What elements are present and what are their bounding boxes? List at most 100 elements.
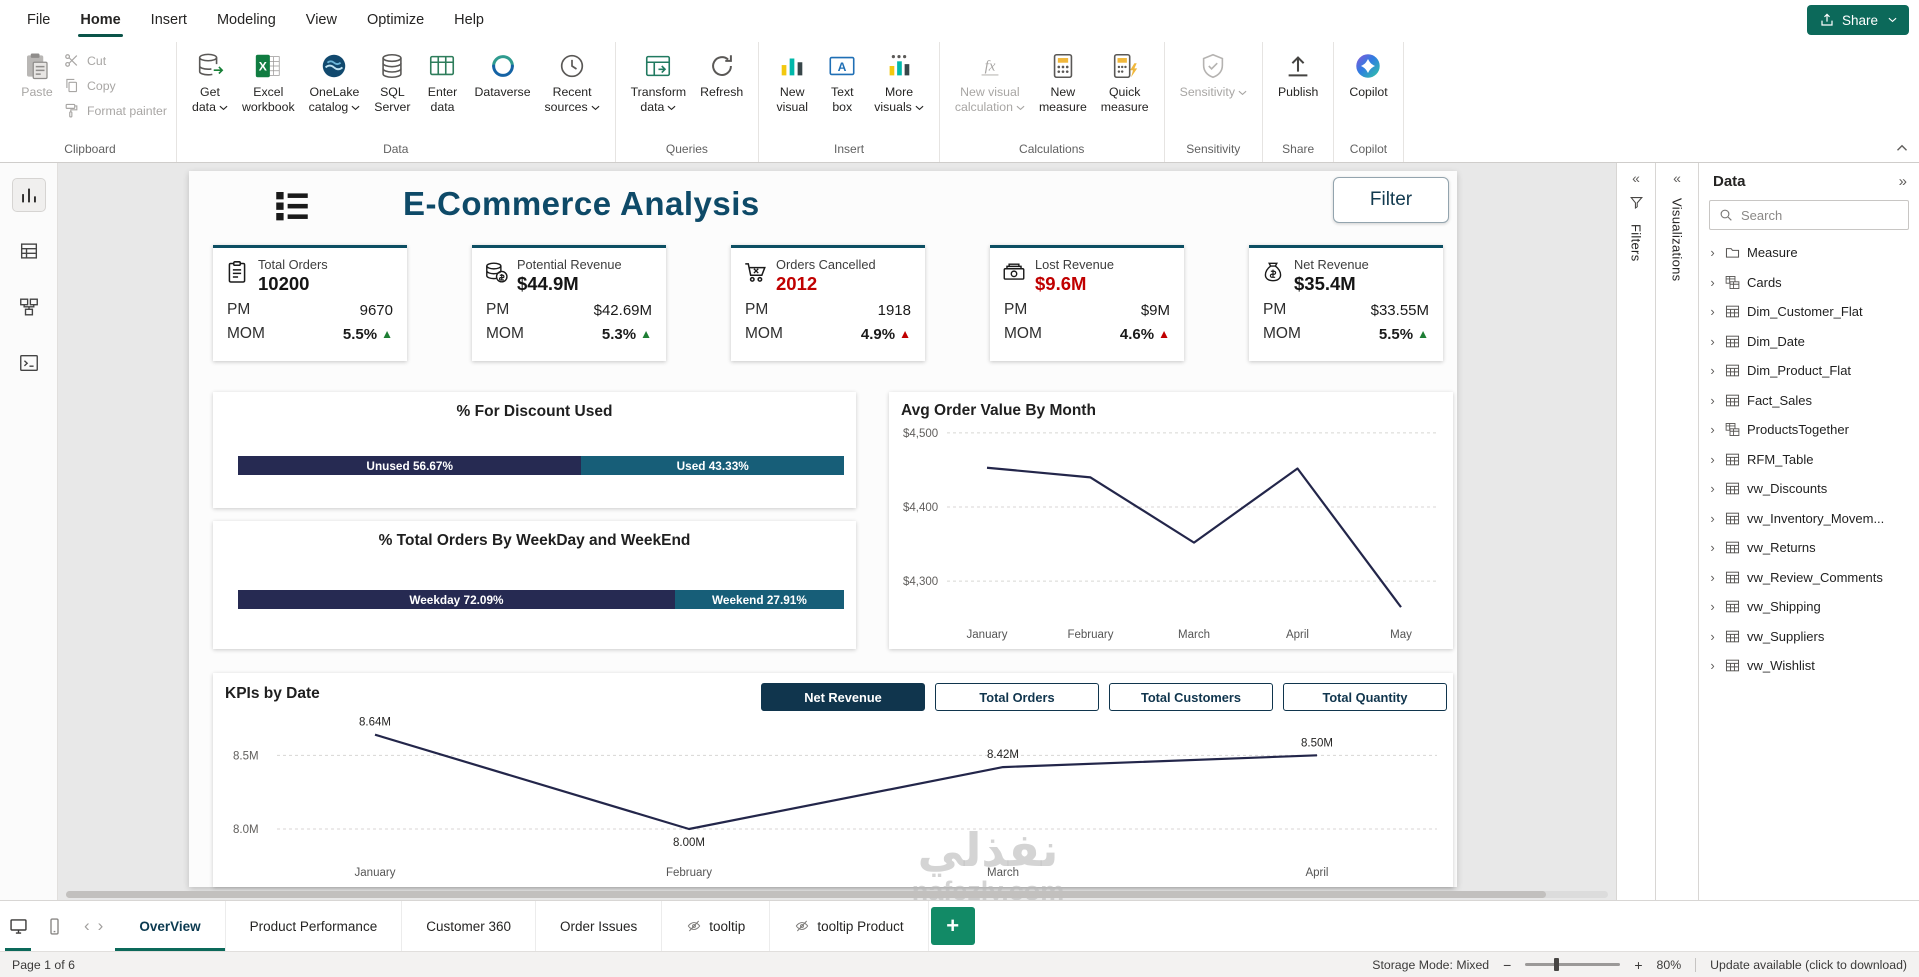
sql-server-button[interactable]: SQL Server: [368, 44, 416, 118]
kpi-filter-total-orders[interactable]: Total Orders: [935, 683, 1099, 711]
horizontal-scrollbar[interactable]: [66, 891, 1608, 898]
zoom-in-button[interactable]: +: [1634, 956, 1643, 973]
desktop-layout-button[interactable]: [0, 901, 36, 951]
kpi-filter-net-revenue[interactable]: Net Revenue: [761, 683, 925, 711]
search-input[interactable]: [1741, 207, 1900, 223]
kpi-card-potential-revenue[interactable]: Potential Revenue $44.9M PM $42.69M MOM 5.3% ▲: [472, 245, 666, 361]
kpi-card-title: Potential Revenue: [517, 257, 622, 272]
avg-order-value-panel[interactable]: Avg Order Value By Month $4,500 $4,400 $4,…: [889, 392, 1453, 649]
field-vw-inventory-movem[interactable]: › vw_Inventory_Movem...: [1699, 504, 1919, 534]
weekday-panel[interactable]: % Total Orders By WeekDay and WeekEnd We…: [213, 521, 856, 649]
dax-query-view-button[interactable]: [13, 347, 45, 379]
mobile-layout-button[interactable]: [36, 901, 72, 951]
get-data-button[interactable]: Get data: [186, 44, 234, 118]
share-label: Share: [1841, 12, 1878, 28]
recent-sources-button[interactable]: Recent sources: [539, 44, 606, 118]
bar-segment-weekend[interactable]: Weekend 27.91%: [674, 590, 844, 609]
cut-button[interactable]: Cut: [63, 52, 167, 69]
menu-item-modeling[interactable]: Modeling: [216, 12, 276, 28]
report-view-button[interactable]: [11, 178, 46, 212]
expand-filters-button[interactable]: «: [1632, 170, 1640, 186]
format-painter-button[interactable]: Format painter: [63, 102, 167, 119]
discount-panel[interactable]: % For Discount Used Unused 56.67% Used 43…: [213, 392, 856, 508]
filter-button[interactable]: Filter: [1333, 177, 1449, 223]
expand-visualizations-button[interactable]: «: [1673, 170, 1681, 186]
transform-data-button[interactable]: Transform data: [625, 44, 693, 118]
copilot-button[interactable]: Copilot: [1343, 44, 1393, 103]
menu-item-optimize[interactable]: Optimize: [366, 12, 425, 28]
collapse-data-panel-button[interactable]: »: [1898, 173, 1907, 190]
zoom-slider-handle[interactable]: [1553, 958, 1559, 971]
bar-segment-used[interactable]: Used 43.33%: [581, 456, 844, 475]
field-vw-suppliers[interactable]: › vw_Suppliers: [1699, 622, 1919, 652]
field-vw-shipping[interactable]: › vw_Shipping: [1699, 592, 1919, 622]
field-dim-customer-flat[interactable]: › Dim_Customer_Flat: [1699, 297, 1919, 327]
field-name: Dim_Product_Flat: [1747, 363, 1852, 379]
zoom-slider[interactable]: [1525, 958, 1621, 971]
share-button[interactable]: Share: [1806, 5, 1909, 35]
field-fact-sales[interactable]: › Fact_Sales: [1699, 386, 1919, 416]
new-visual-calculation-button[interactable]: fx New visual calculation: [949, 44, 1031, 118]
tab-tooltip[interactable]: tooltip: [662, 901, 771, 951]
field-dim-product-flat[interactable]: › Dim_Product_Flat: [1699, 356, 1919, 386]
quick-measure-button[interactable]: Quick measure: [1095, 44, 1155, 118]
collapse-ribbon-button[interactable]: [1893, 139, 1911, 157]
bar-segment-weekday[interactable]: Weekday 72.09%: [238, 590, 675, 609]
filters-panel-collapsed: « Filters: [1616, 163, 1655, 900]
previous-page-button[interactable]: ‹: [84, 916, 90, 935]
scrollbar-thumb[interactable]: [66, 891, 1547, 898]
tab-product-performance[interactable]: Product Performance: [226, 901, 403, 951]
excel-workbook-button[interactable]: X Excel workbook: [236, 44, 301, 118]
field-productstogether[interactable]: › ProductsTogether: [1699, 415, 1919, 445]
menu-item-insert[interactable]: Insert: [150, 12, 187, 28]
tab-tooltip-product[interactable]: tooltip Product: [770, 901, 929, 951]
field-measure[interactable]: › Measure: [1699, 238, 1919, 268]
tab-overview[interactable]: OverView: [115, 901, 226, 951]
table-view-button[interactable]: [13, 235, 45, 267]
field-vw-review-comments[interactable]: › vw_Review_Comments: [1699, 563, 1919, 593]
update-available-link[interactable]: Update available (click to download): [1710, 957, 1907, 972]
refresh-button[interactable]: Refresh: [694, 44, 749, 103]
field-vw-wishlist[interactable]: › vw_Wishlist: [1699, 651, 1919, 681]
field-vw-discounts[interactable]: › vw_Discounts: [1699, 474, 1919, 504]
kpis-by-date-panel[interactable]: KPIs by Date Net Revenue Total Orders Tota…: [213, 673, 1453, 887]
next-page-button[interactable]: ›: [97, 916, 104, 935]
menu-item-help[interactable]: Help: [454, 12, 484, 28]
paste-button[interactable]: Paste: [13, 44, 61, 103]
enter-data-button[interactable]: Enter data: [418, 44, 466, 118]
model-view-button[interactable]: [13, 291, 45, 323]
kpi-card-net-revenue[interactable]: Net Revenue $35.4M PM $33.55M MOM 5.5% ▲: [1249, 245, 1443, 361]
menu-item-file[interactable]: File: [27, 12, 51, 28]
sensitivity-button[interactable]: Sensitivity: [1174, 44, 1253, 103]
field-dim-date[interactable]: › Dim_Date: [1699, 327, 1919, 357]
tab-order-issues[interactable]: Order Issues: [536, 901, 663, 951]
kpi-card-lost-revenue[interactable]: Lost Revenue $9.6M PM $9M MOM 4.6% ▲: [990, 245, 1184, 361]
new-visual-button[interactable]: New visual: [768, 44, 816, 118]
kpi-card-total-orders[interactable]: Total Orders 10200 PM 9670 MOM 5.5% ▲: [213, 245, 407, 361]
publish-button[interactable]: Publish: [1272, 44, 1324, 103]
menu-item-view[interactable]: View: [305, 12, 337, 28]
more-visuals-button[interactable]: More visuals: [868, 44, 930, 118]
menu-item-home[interactable]: Home: [65, 0, 135, 40]
ribbon-group-sensitivity: Sensitivity Sensitivity: [1165, 42, 1263, 162]
kpi-pm-row: PM $9M: [1001, 301, 1173, 319]
tab-customer-360[interactable]: Customer 360: [402, 901, 536, 951]
publish-icon: [1283, 51, 1313, 81]
add-page-button[interactable]: +: [930, 907, 975, 945]
divider: [1695, 957, 1697, 972]
chevron-right-icon: ›: [1710, 658, 1715, 674]
kpi-filter-total-customers[interactable]: Total Customers: [1109, 683, 1273, 711]
kpi-card-orders-cancelled[interactable]: Orders Cancelled 2012 PM 1918 MOM 4.9% ▲: [731, 245, 925, 361]
onelake-catalog-button[interactable]: OneLake catalog: [303, 44, 367, 118]
field-vw-returns[interactable]: › vw_Returns: [1699, 533, 1919, 563]
kpi-filter-total-quantity[interactable]: Total Quantity: [1283, 683, 1447, 711]
field-cards[interactable]: › Cards: [1699, 268, 1919, 298]
new-measure-button[interactable]: New measure: [1033, 44, 1093, 118]
field-rfm-table[interactable]: › RFM_Table: [1699, 445, 1919, 475]
text-box-button[interactable]: A Text box: [818, 44, 866, 118]
ribbon: Paste Cut Copy Format painter Clipboard Get da…: [0, 40, 1919, 163]
bar-segment-unused[interactable]: Unused 56.67%: [238, 456, 582, 475]
copy-button[interactable]: Copy: [63, 77, 167, 94]
zoom-out-button[interactable]: −: [1503, 956, 1512, 973]
dataverse-button[interactable]: Dataverse: [468, 44, 536, 103]
